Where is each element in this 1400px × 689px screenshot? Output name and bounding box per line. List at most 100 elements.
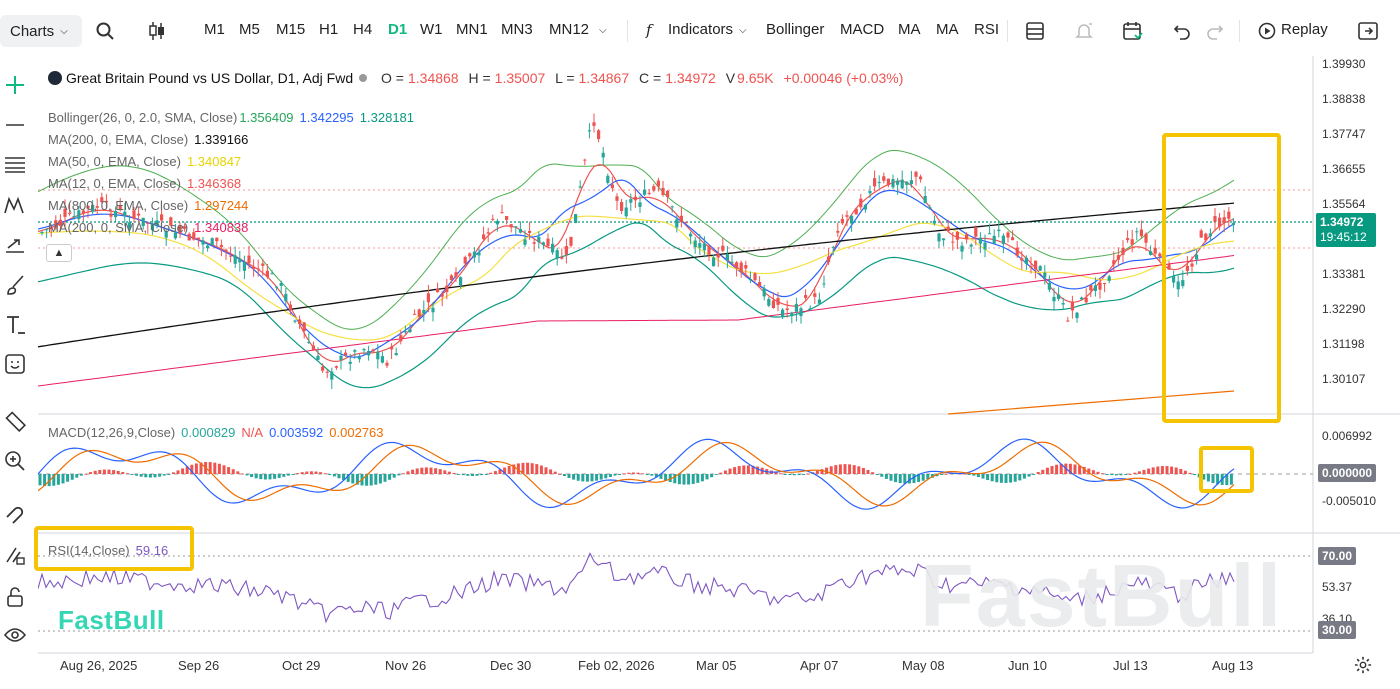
tf-m1[interactable]: M1	[204, 21, 225, 38]
timeframe-more-chevron-icon[interactable]: ⌵	[599, 25, 607, 36]
candle-body	[215, 237, 219, 242]
macd-legend[interactable]: MACD(12,26,9,Close) 0.000829 N/A 0.003592 0.…	[48, 425, 390, 440]
tf-h4[interactable]: H4	[353, 21, 373, 38]
candle-body	[224, 249, 228, 252]
ma12-legend[interactable]: MA(12, 0, EMA, Close) 1.346368	[48, 176, 247, 191]
price-tick: 1.37747	[1322, 127, 1366, 141]
quick-macd[interactable]: MACD	[840, 21, 885, 38]
emoji-icon[interactable]	[2, 351, 28, 377]
ma50-legend[interactable]: MA(50, 0, EMA, Close) 1.340847	[48, 154, 247, 169]
macd-histogram-bar	[981, 474, 985, 479]
function-icon: f	[646, 21, 652, 39]
candle-body	[532, 242, 536, 244]
replay-button[interactable]: Replay	[1281, 21, 1328, 38]
tf-w1[interactable]: W1	[420, 21, 443, 38]
alert-bell-icon[interactable]	[1071, 18, 1097, 44]
quick-ma-2[interactable]: MA	[936, 21, 959, 38]
fullscreen-exit-icon[interactable]	[1355, 18, 1381, 44]
price-chart-canvas[interactable]	[38, 56, 1400, 689]
wave-pattern-icon[interactable]	[2, 192, 28, 218]
candle-body	[1024, 257, 1028, 264]
macd-histogram-bar	[102, 469, 106, 474]
macd-histogram-bar	[1110, 474, 1114, 476]
candle-body	[992, 235, 996, 244]
tf-m5[interactable]: M5	[239, 21, 260, 38]
rsi-legend[interactable]: RSI(14,Close) 59.16	[48, 543, 174, 558]
candlestick-type-icon[interactable]	[144, 18, 170, 44]
macd-histogram-bar	[972, 474, 976, 476]
macd-histogram-bar	[167, 474, 171, 475]
tf-mn12[interactable]: MN12	[549, 21, 590, 38]
candle-body	[597, 130, 601, 140]
collapse-legend-button[interactable]: ▲	[46, 244, 72, 262]
macd-histogram-bar	[493, 471, 497, 474]
candle-body	[86, 205, 90, 209]
candle-body	[1149, 251, 1153, 255]
indicators-chevron-icon[interactable]: ⌵	[739, 25, 747, 36]
layout-icon[interactable]	[1022, 18, 1048, 44]
tf-mn1[interactable]: MN1	[456, 21, 488, 38]
candle-body	[1213, 216, 1217, 222]
calendar-icon[interactable]	[1120, 18, 1146, 44]
quick-ma-1[interactable]: MA	[898, 21, 921, 38]
candle-body	[238, 258, 242, 263]
macd-histogram-bar	[917, 474, 921, 483]
candle-body	[242, 262, 246, 271]
undo-icon[interactable]	[1169, 18, 1195, 44]
macd-histogram-bar	[342, 474, 346, 481]
tf-h1[interactable]: H1	[319, 21, 339, 38]
search-icon[interactable]	[92, 18, 118, 44]
redo-icon[interactable]	[1202, 18, 1228, 44]
macd-histogram-bar	[1068, 463, 1072, 474]
candle-body	[946, 226, 950, 232]
candle-body	[1006, 232, 1010, 238]
ma800-legend[interactable]: MA(800, 0, EMA, Close) 1.297244	[48, 198, 254, 213]
charts-menu-button[interactable]: Charts ⌵	[0, 15, 82, 47]
macd-histogram-bar	[388, 474, 392, 480]
crosshair-icon[interactable]	[2, 72, 28, 98]
tf-mn3[interactable]: MN3	[501, 21, 533, 38]
tf-m15[interactable]: M15	[276, 21, 306, 38]
candle-body	[762, 288, 766, 297]
lock-icon[interactable]	[2, 584, 28, 610]
bollinger-legend[interactable]: Bollinger(26, 0, 2.0, SMA, Close) 1.35640…	[48, 110, 420, 125]
chevron-down-icon: ⌵	[60, 25, 68, 37]
candle-body	[1103, 282, 1107, 284]
candle-body	[827, 256, 831, 263]
candle-body	[666, 190, 670, 197]
ma-sma-legend[interactable]: MA(200, 0, SMA, Close) 1.340838	[48, 220, 254, 235]
macd-histogram-bar	[618, 474, 622, 475]
ruler-icon[interactable]	[2, 408, 28, 434]
quick-bollinger[interactable]: Bollinger	[766, 21, 825, 38]
macd-histogram-bar	[622, 473, 626, 475]
eye-icon[interactable]	[2, 622, 28, 648]
indicators-button[interactable]: Indicators	[668, 21, 734, 38]
quick-rsi[interactable]: RSI	[974, 21, 1000, 38]
draw-lock-icon[interactable]	[2, 542, 28, 568]
channel-lines-icon[interactable]	[2, 150, 28, 176]
candle-body	[288, 304, 292, 311]
horizontal-line-icon[interactable]	[2, 110, 28, 136]
text-tool-icon[interactable]	[2, 312, 28, 338]
tf-d1[interactable]: D1	[388, 21, 408, 38]
macd-histogram-bar	[668, 474, 672, 483]
magnet-icon[interactable]	[2, 502, 28, 528]
zoom-in-icon[interactable]	[2, 448, 28, 474]
rsi-lower-tag: 30.00	[1318, 621, 1357, 639]
bollinger-upper: 1.356409	[239, 110, 294, 125]
replay-icon[interactable]	[1254, 18, 1280, 44]
candle-body	[114, 211, 118, 218]
settings-gear-icon[interactable]	[1352, 654, 1374, 676]
macd-histogram-bar	[871, 472, 875, 474]
candle-body	[293, 320, 297, 322]
candle-body	[1038, 266, 1042, 271]
ma200-legend[interactable]: MA(200, 0, EMA, Close) 1.339166	[48, 132, 254, 147]
trend-arrow-icon[interactable]	[2, 231, 28, 257]
candle-body	[514, 226, 518, 228]
date-tick: Oct 29	[282, 658, 321, 673]
candle-body	[1144, 233, 1148, 243]
candle-body	[647, 192, 651, 194]
brush-icon[interactable]	[2, 272, 28, 298]
ma200-sma-line	[38, 255, 1235, 387]
gbp-flag-icon	[48, 71, 62, 85]
